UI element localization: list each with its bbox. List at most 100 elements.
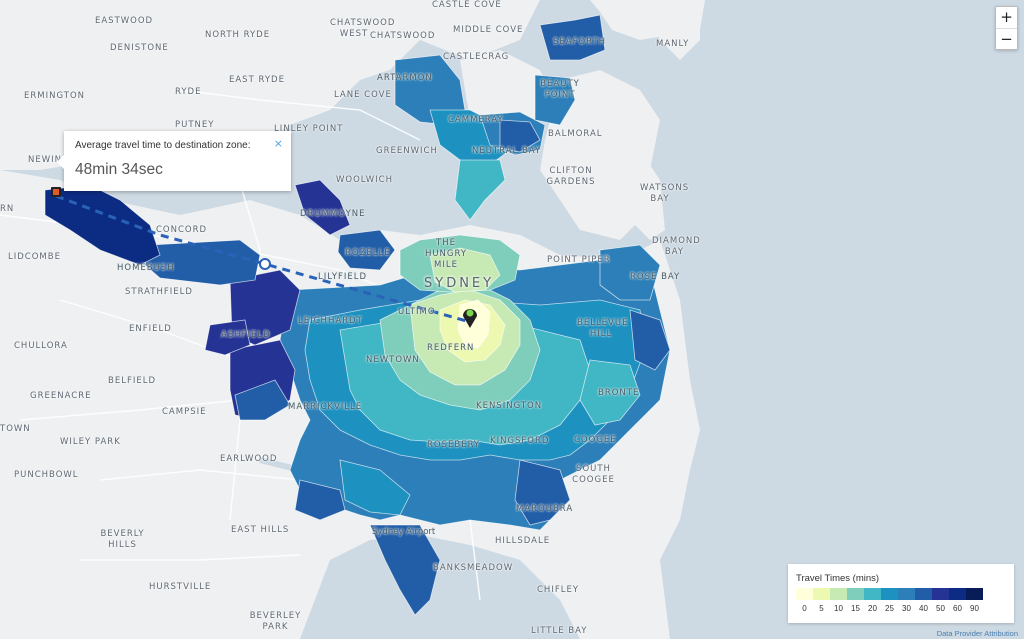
legend-tick: 40 — [919, 604, 928, 613]
place-label: CONCORD — [156, 225, 208, 235]
legend-tick: 90 — [970, 604, 979, 613]
place-label: REDFERN — [427, 343, 475, 353]
place-label: CHATSWOOD WEST — [330, 18, 396, 39]
destination-marker[interactable] — [463, 309, 477, 328]
place-label: KENSINGTON — [476, 401, 543, 411]
place-label: CAMMERAY — [448, 115, 504, 125]
place-label: PUNCHBOWL — [14, 470, 79, 480]
popup-pointer — [57, 155, 64, 169]
place-label: STRATHFIELD — [125, 287, 193, 297]
attribution-link[interactable]: Data Provider Attribution — [936, 629, 1018, 638]
route-line — [55, 194, 471, 324]
place-label: DIAMOND BAY — [652, 236, 701, 257]
place-label: BALMORAL — [548, 129, 603, 139]
place-label: BANKSMEADOW — [433, 563, 514, 573]
place-label: ULTIMO — [398, 307, 436, 317]
place-label: CLIFTON GARDENS — [546, 166, 596, 187]
legend-swatch — [898, 588, 915, 600]
place-label: NORTH RYDE — [205, 30, 271, 40]
place-label: CASTLECRAG — [443, 52, 510, 62]
place-label: BEAUTY POINT — [540, 79, 580, 100]
place-label: HURSTVILLE — [149, 582, 212, 592]
place-label: LINLEY POINT — [274, 124, 344, 134]
legend-swatch — [949, 588, 966, 600]
place-label: WATSONS BAY — [640, 183, 690, 204]
place-label: EAST HILLS — [231, 525, 290, 535]
legend-ticks: 0 5 10 15 20 25 30 40 50 60 90 — [796, 604, 983, 613]
place-label: ASHFIELD — [221, 330, 271, 340]
legend-swatch — [864, 588, 881, 600]
place-label: BELFIELD — [108, 376, 156, 386]
place-label: WOOLWICH — [336, 175, 393, 185]
place-label: EARLWOOD — [220, 454, 278, 464]
place-label: MANLY — [656, 39, 690, 49]
place-label: EASTWOOD — [95, 16, 154, 26]
legend-swatch — [813, 588, 830, 600]
place-label: SEAFORTH — [553, 37, 607, 47]
legend-swatch — [966, 588, 983, 600]
place-label: ROSEBERY — [427, 440, 481, 450]
botany-bay — [300, 535, 580, 639]
legend-tick: 30 — [902, 604, 911, 613]
travel-time-legend: Travel Times (mins) 0 5 10 15 20 25 30 40 50 60 90 — [788, 564, 1014, 623]
place-label: MAROUBRA — [516, 504, 574, 514]
place-label: COOGEE — [574, 435, 617, 445]
legend-swatch — [881, 588, 898, 600]
legend-tick: 15 — [851, 604, 860, 613]
legend-swatch — [915, 588, 932, 600]
popup-label: Average travel time to destination zone: — [75, 140, 251, 151]
place-label: ERMINGTON — [24, 91, 86, 101]
legend-tick: 5 — [819, 604, 824, 613]
origin-marker[interactable] — [51, 187, 61, 197]
place-label: HOMEBUSH — [117, 263, 175, 273]
legend-tick: 10 — [834, 604, 843, 613]
place-label: WILEY PARK — [60, 437, 121, 447]
travel-time-zones — [44, 14, 671, 616]
city-label: SYDNEY — [424, 276, 495, 291]
popup-value: 48min 34sec — [75, 161, 163, 178]
place-label: RYDE — [175, 87, 202, 97]
place-label: ROSE BAY — [630, 272, 681, 282]
place-label: LITTLE BAY — [531, 626, 588, 636]
zoom-in-button[interactable]: + — [996, 7, 1017, 28]
legend-title: Travel Times (mins) — [796, 573, 880, 584]
place-label: DRUMMOYNE — [300, 209, 366, 219]
legend-tick: 25 — [885, 604, 894, 613]
place-label: EAST RYDE — [229, 75, 285, 85]
place-label: MIDDLE COVE — [453, 25, 524, 35]
zoom-control: + − — [995, 6, 1018, 50]
place-label: CAMPSIE — [162, 407, 207, 417]
place-label: GREENACRE — [30, 391, 92, 401]
place-label: BRONTE — [598, 388, 640, 398]
place-label: NEUTRAL BAY — [472, 146, 542, 156]
place-label: LANE COVE — [334, 90, 392, 100]
legend-color-bar — [796, 588, 983, 600]
legend-tick: 0 — [802, 604, 807, 613]
place-label: PUTNEY — [175, 120, 215, 130]
place-label: DENISTONE — [110, 43, 169, 53]
legend-tick: 20 — [868, 604, 877, 613]
place-label: NEWTOWN — [366, 355, 420, 365]
place-label: LILYFIELD — [318, 272, 368, 282]
zoom-out-button[interactable]: − — [996, 28, 1017, 49]
place-label: CHIFLEY — [537, 585, 580, 595]
place-label: KINGSFORD — [490, 436, 550, 446]
place-label: CHATSWOOD — [370, 31, 436, 41]
place-label: NEWING — [28, 155, 70, 165]
place-label: HILLSDALE — [495, 536, 551, 546]
place-label: RN — [0, 204, 15, 214]
place-label: ROZELLE — [345, 248, 391, 258]
place-label: Sydney Airport — [372, 527, 436, 537]
place-label: CASTLE COVE — [432, 0, 502, 10]
legend-swatch — [847, 588, 864, 600]
legend-swatch — [796, 588, 813, 600]
legend-swatch — [932, 588, 949, 600]
legend-tick: 60 — [953, 604, 962, 613]
close-icon[interactable]: × — [273, 137, 283, 150]
place-label: THE HUNGRY MILE — [424, 238, 468, 270]
place-label: ARTARMON — [377, 73, 433, 83]
place-label: BEVERLY HILLS — [100, 529, 145, 550]
place-label: LEICHHARDT — [298, 316, 363, 326]
place-label: LIDCOMBE — [8, 252, 61, 262]
